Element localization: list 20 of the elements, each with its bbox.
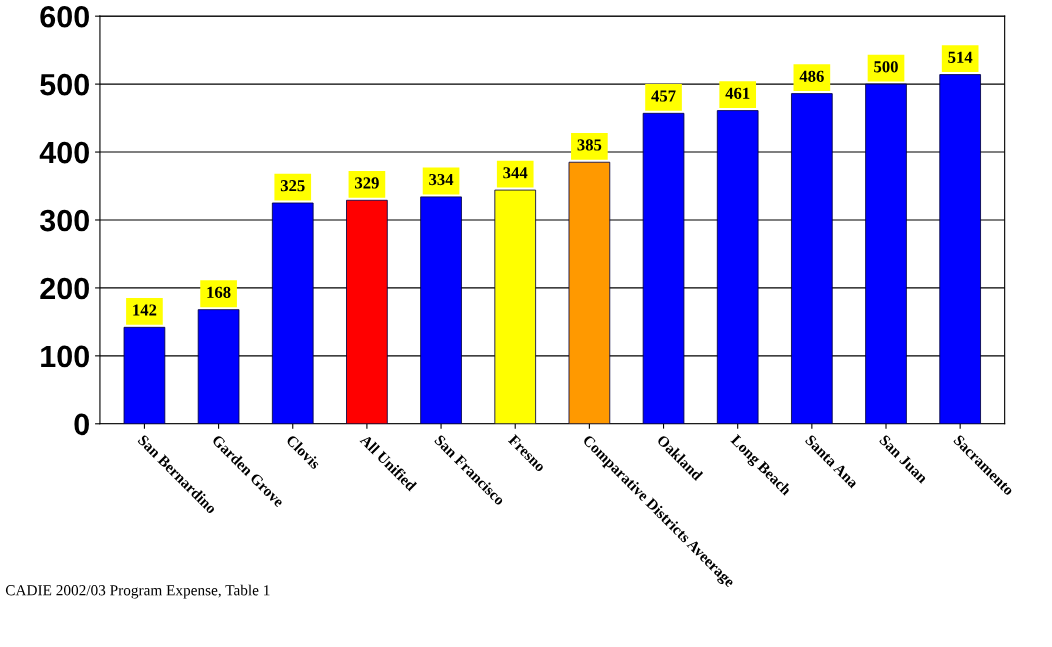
- y-tick-label: 200: [40, 277, 89, 300]
- y-tick-label: 300: [39, 209, 89, 232]
- text: CADIE 2002/03 Program Expense, Table 1: [5, 584, 270, 599]
- data-label: 329: [355, 177, 379, 189]
- data-label: 325: [280, 180, 305, 192]
- y-tick-label: 0: [74, 413, 89, 436]
- data-label: 334: [429, 173, 454, 186]
- data-label: 461: [725, 87, 750, 99]
- data-label: 168: [207, 286, 231, 298]
- data-label: 514: [948, 51, 973, 63]
- data-label: 500: [874, 61, 898, 73]
- data-label: 457: [651, 90, 676, 102]
- data-label: 385: [577, 139, 602, 151]
- y-tick-label: 400: [39, 141, 89, 164]
- data-label: 344: [503, 167, 528, 179]
- y-tick-label: 600: [40, 5, 89, 28]
- y-tick-label: 100: [41, 345, 89, 368]
- data-label: 142: [133, 304, 157, 316]
- y-tick-label: 500: [40, 73, 89, 96]
- data-label: 486: [799, 70, 824, 82]
